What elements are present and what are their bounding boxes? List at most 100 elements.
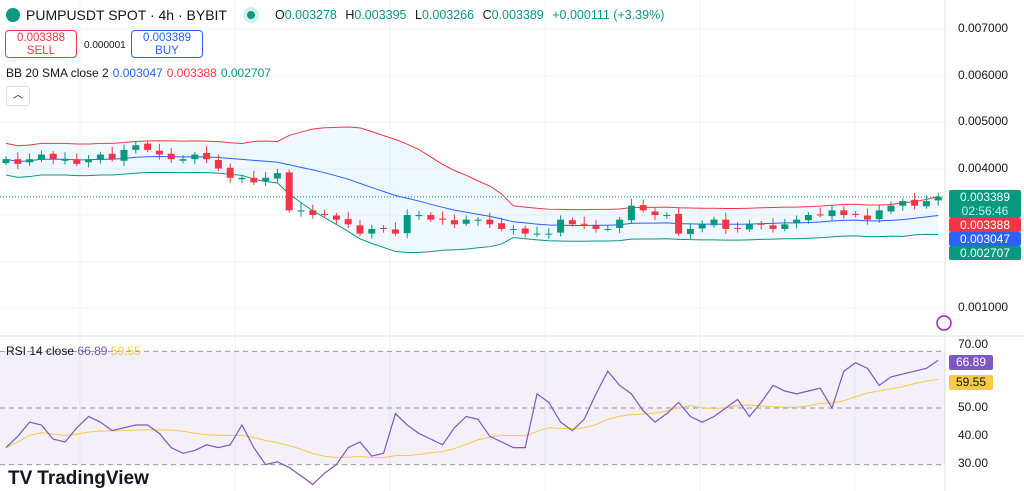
price-tick: 0.007000 [958,21,1009,35]
candle-body [793,219,801,224]
candle-body [804,215,812,221]
alert-icon [936,315,952,331]
rsi-line [5,359,939,486]
rsi-ma-line [5,378,939,459]
candle-body [391,229,399,234]
candle-body [462,219,470,224]
candle-body [533,233,541,235]
collapse-legend-button[interactable]: ︿ [6,86,30,106]
candle-body [120,149,128,161]
rsi-tick: 50.00 [958,400,989,414]
candle-body [214,159,222,169]
candle-body [250,177,258,183]
candle-body [852,213,860,215]
candle-body [61,159,69,161]
candle-body [344,219,352,225]
candle-body [108,153,116,160]
candle-body [545,233,553,235]
candle-body [14,159,22,164]
candle-body [297,210,305,212]
candle-body [309,210,317,215]
candle-body [887,205,895,212]
symbol-header: PUMPUSDT SPOT · 4h · BYBIT O0.003278 H0.… [6,7,669,23]
bb-basis-line [5,156,939,226]
candle-body [686,228,694,235]
candle-body [899,201,907,206]
candle-body [273,173,281,179]
candle-body [73,159,81,164]
candle-body [769,225,777,229]
candle-body [816,214,824,216]
price-tick: 0.001000 [958,300,1009,314]
candle-body [474,219,482,221]
rsi-tick: 30.00 [958,456,989,470]
ohlc-readout: O0.003278 H0.003395 L0.003266 C0.003389 … [274,8,665,22]
candle-body [592,225,600,229]
candle-body [356,225,364,234]
rsi-legend[interactable]: RSI 14 close 66.89 59.55 [6,344,141,358]
candle-body [698,224,706,229]
rsi-tick: 40.00 [958,428,989,442]
candle-body [285,172,293,211]
price-tick: 0.006000 [958,68,1009,82]
bb-fill [6,126,939,253]
candle-body [781,224,789,229]
spread: 0.000001 [84,40,126,51]
candle-body [875,210,883,220]
candle-body [757,223,765,225]
price-tick: 0.005000 [958,114,1009,128]
candle-body [403,215,411,234]
candle-body [922,201,930,207]
candle-body [37,154,45,160]
candle-body [226,167,234,178]
candle-body [840,210,848,215]
candle-body [2,159,10,164]
tv-logo-icon: TV [8,468,33,489]
candle-body [651,211,659,215]
tradingview-logo[interactable]: TV TradingView [8,468,149,489]
symbol-title[interactable]: PUMPUSDT SPOT · 4h · BYBIT [26,7,227,23]
candle-body [238,177,246,180]
candle-body [155,150,163,155]
candle-body [321,213,329,215]
candle-body [486,219,494,225]
candle-body [439,218,447,220]
candle-body [521,228,529,234]
candle-body [639,205,647,211]
symbol-logo-icon [6,8,20,22]
candle-body [745,224,753,230]
candle-body [450,220,458,225]
bb-lower-tag: 0.002707 [949,246,1021,260]
candle-body [509,228,517,230]
candle-body [627,205,635,221]
candle-body [604,228,612,230]
candle-body [380,227,388,229]
candle-body [734,227,742,229]
sell-button[interactable]: 0.003388 SELL [5,30,77,58]
candle-body [675,213,683,234]
candle-body [203,152,211,160]
candle-body [415,215,423,217]
bb-upper-line [5,126,939,211]
candle-body [557,219,565,233]
price-tick: 0.004000 [958,161,1009,175]
rsi-tick: 70.00 [958,337,989,351]
candle-body [85,159,93,163]
candle-body [144,143,152,150]
candle-body [580,223,588,225]
candle-body [663,215,671,216]
candle-body [427,215,435,220]
candle-body [191,154,199,160]
candle-body [710,219,718,226]
candle-body [167,153,175,160]
bb-lower-line [5,171,939,253]
bb-legend[interactable]: BB 20 SMA close 2 0.003047 0.003388 0.00270… [6,66,271,80]
candle-body [863,215,871,220]
rsi-ma-tag: 59.55 [949,375,993,390]
candle-body [498,223,506,229]
candle-body [49,153,57,160]
candle-body [96,154,104,160]
bb-upper-tag: 0.003388 [949,218,1021,232]
buy-button[interactable]: 0.003389 BUY [131,30,203,58]
